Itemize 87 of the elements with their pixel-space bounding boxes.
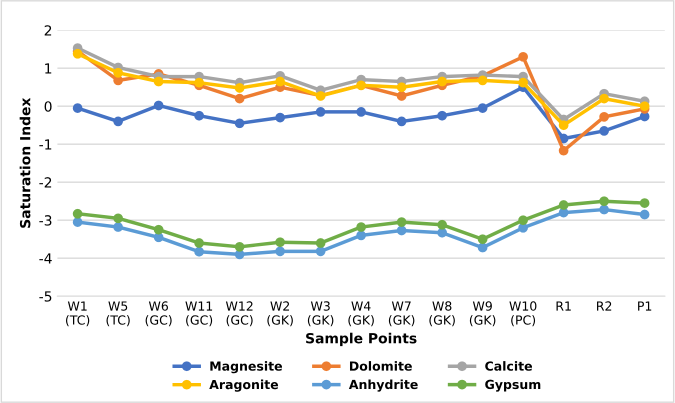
x-tick-label: W3 (GK) (308, 301, 334, 326)
x-tick-label: W4 (GK) (348, 301, 374, 326)
point (356, 230, 366, 240)
point (234, 118, 244, 128)
x-tick-label: W10 (PC) (509, 301, 536, 326)
point (234, 83, 244, 93)
point (478, 76, 488, 86)
point (72, 208, 82, 219)
point (154, 224, 164, 235)
point (599, 204, 609, 214)
point (599, 112, 609, 122)
y-tick-label: -4 (39, 253, 52, 264)
x-tick-label: P1 (638, 301, 652, 311)
point (558, 120, 568, 130)
point (72, 217, 82, 227)
point (640, 198, 650, 208)
point (194, 78, 204, 88)
x-tick-label: W8 (GK) (429, 301, 455, 326)
point (396, 217, 406, 227)
point (518, 78, 528, 88)
point (518, 52, 528, 62)
y-axis-title: Saturation Index (20, 98, 30, 228)
point (437, 228, 447, 238)
point (275, 237, 285, 248)
point (275, 112, 285, 122)
y-tick-label: -3 (39, 215, 52, 226)
point (437, 110, 447, 121)
point (113, 222, 123, 232)
y-tick-label: 2 (44, 25, 52, 36)
point (518, 215, 528, 226)
x-tick-label: R2 (597, 301, 612, 311)
point (234, 94, 244, 104)
y-tick-label: -2 (39, 177, 52, 188)
point (275, 76, 285, 86)
x-tick-label: W2 (GK) (267, 301, 293, 326)
legend-label: Calcite (485, 361, 532, 371)
point (113, 213, 123, 224)
x-tick-label: W1 (TC) (66, 301, 90, 326)
point (154, 100, 164, 110)
x-tick-label: W12 (GC) (226, 301, 253, 326)
point (640, 210, 650, 220)
y-tick-label: 1 (45, 63, 52, 74)
point (437, 220, 447, 230)
x-tick-label: W6 (GC) (146, 301, 172, 326)
x-tick-label: W11 (GC) (185, 301, 212, 326)
y-tick-label: 0 (44, 101, 52, 112)
point (437, 76, 447, 86)
point (396, 116, 406, 126)
point (599, 196, 609, 206)
x-tick-label: W9 (GK) (470, 301, 496, 326)
point (558, 200, 568, 210)
legend-label: Anhydrite (348, 379, 418, 392)
x-tick-label: R1 (556, 301, 571, 311)
point (316, 107, 326, 117)
point (194, 246, 204, 257)
point (478, 242, 488, 252)
point (154, 76, 164, 86)
legend-label: Aragonite (209, 380, 278, 392)
x-tick-label: W7 (GK) (388, 301, 414, 326)
point (558, 146, 568, 156)
x-axis-title: Sample Points (306, 332, 417, 346)
point (194, 238, 204, 248)
point (599, 126, 609, 136)
point (113, 116, 123, 126)
y-tick-label: -1 (39, 139, 52, 150)
point (113, 68, 123, 78)
point (72, 48, 82, 59)
point (478, 234, 488, 244)
point (234, 242, 244, 252)
legend-label: Dolomite (350, 361, 412, 371)
point (194, 110, 204, 121)
y-tick-label: -5 (39, 291, 52, 302)
point (356, 107, 366, 117)
x-tick-label: W5 (TC) (106, 301, 130, 326)
point (640, 101, 650, 112)
legend-label: Magnesite (210, 361, 282, 374)
point (478, 103, 488, 113)
point (316, 238, 326, 248)
point (396, 91, 406, 101)
point (316, 246, 326, 256)
point (275, 246, 285, 256)
point (396, 82, 406, 92)
point (396, 226, 406, 236)
point (356, 222, 366, 232)
point (599, 94, 609, 104)
point (72, 103, 82, 113)
legend-label: Gypsum (485, 380, 540, 392)
